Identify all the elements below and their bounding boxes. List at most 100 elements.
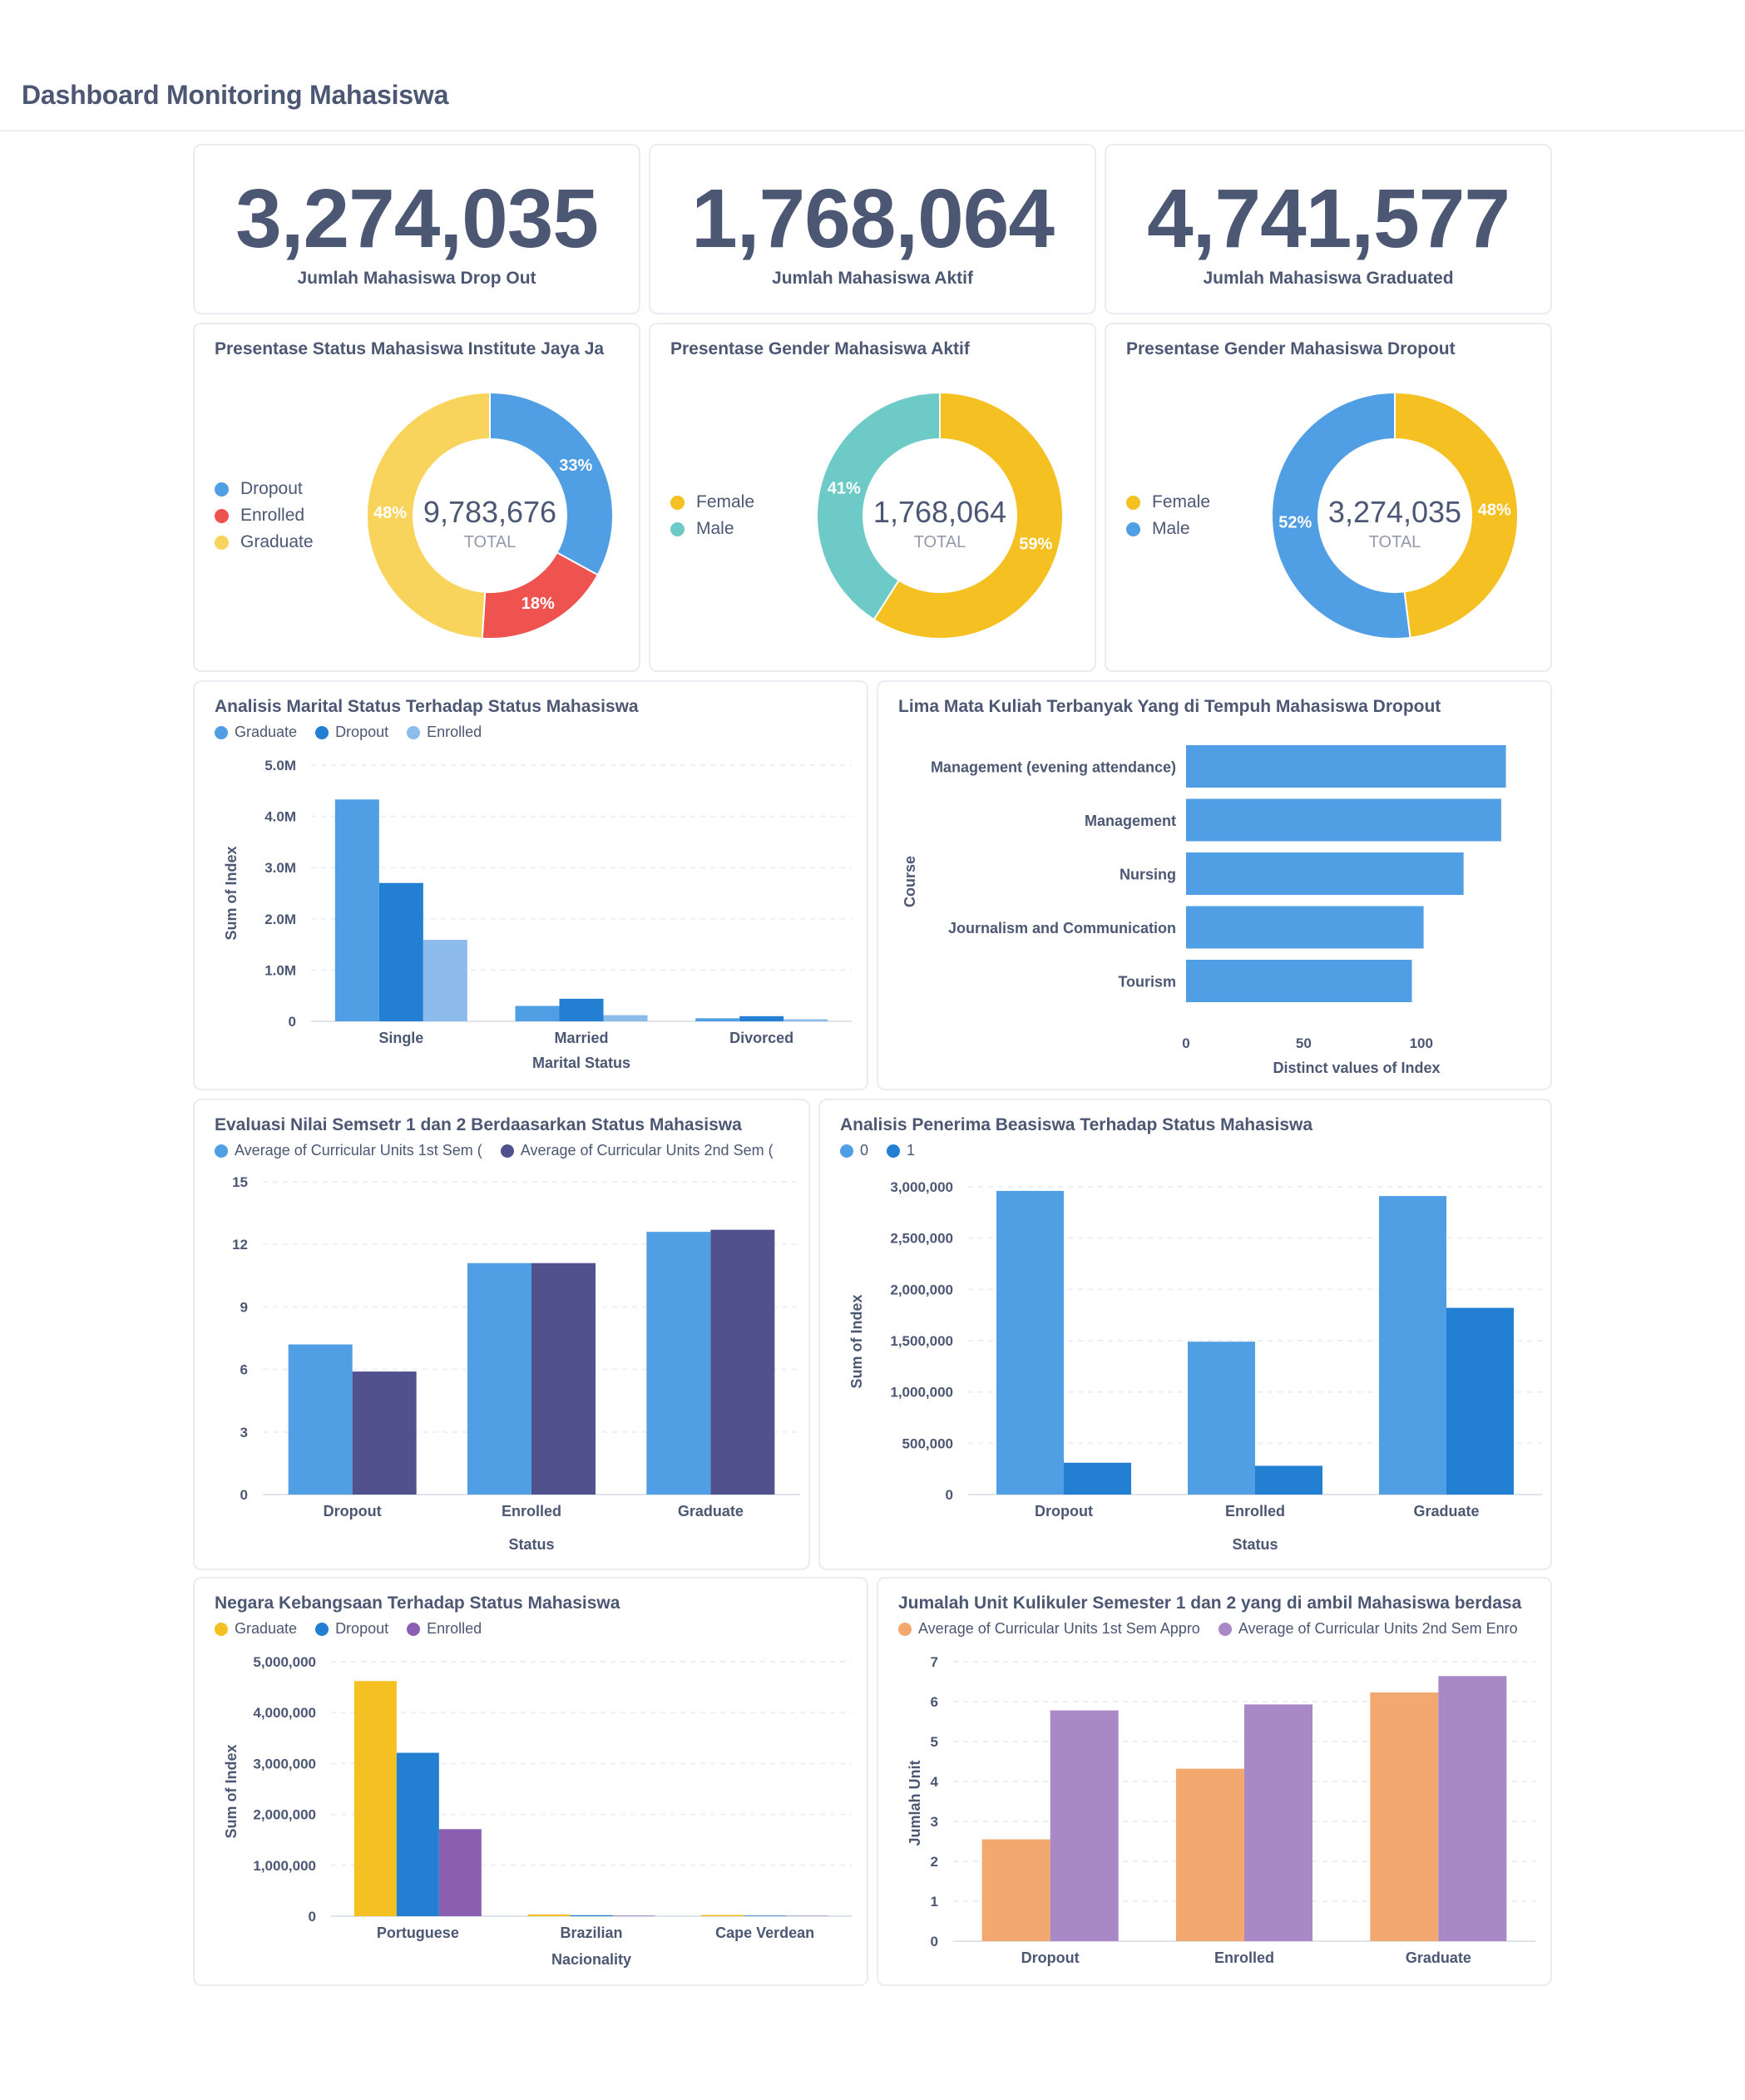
- donut-card-status[interactable]: Presentase Status Mahasiswa Institute Ja…: [193, 323, 640, 672]
- bar-portuguese-enrolled[interactable]: [438, 1829, 482, 1916]
- bar-graduate-average-of-curricular-units-1st-sem-appro[interactable]: [1370, 1692, 1439, 1941]
- legend-item-average-of-curricular-units-1st-sem[interactable]: Average of Curricular Units 1st Sem (: [215, 1142, 482, 1159]
- bar-graduate-average-of-curricular-units-1st-sem[interactable]: [646, 1232, 711, 1495]
- bar-cape-verdean-graduate[interactable]: [701, 1915, 744, 1916]
- bar-enrolled-1[interactable]: [1255, 1465, 1322, 1495]
- donut-slice-label: 59%: [1019, 535, 1052, 553]
- bar-journalism-and-communication[interactable]: [1186, 906, 1424, 949]
- bar-single-enrolled[interactable]: [423, 940, 467, 1021]
- donut-total-value: 9,783,676: [423, 495, 556, 529]
- bar-dropout-0[interactable]: [996, 1190, 1064, 1495]
- legend-item-dropout[interactable]: Dropout: [315, 724, 388, 741]
- legend-item-graduate[interactable]: Graduate: [215, 529, 314, 556]
- bar-enrolled-0[interactable]: [1188, 1342, 1255, 1495]
- category-tick-label: Married: [554, 1030, 608, 1046]
- bar-graduate-1[interactable]: [1446, 1307, 1514, 1495]
- legend-item-enrolled[interactable]: Enrolled: [407, 1620, 482, 1638]
- legend-item-graduate[interactable]: Graduate: [215, 724, 297, 741]
- bar-enrolled-average-of-curricular-units-1st-sem-appro[interactable]: [1176, 1768, 1244, 1941]
- category-tick-label: Cape Verdean: [715, 1925, 814, 1941]
- bar-dropout-average-of-curricular-units-2nd-sem[interactable]: [352, 1371, 417, 1495]
- legend-item-male[interactable]: Male: [670, 516, 754, 542]
- y-tick-label: 3,000,000: [890, 1179, 953, 1195]
- legend-label: Enrolled: [427, 1620, 482, 1637]
- chart-marital: 0 1.0M 2.0M 3.0M 4.0M 5.0M Single Married Divorc…: [223, 758, 852, 1071]
- legend-label: Graduate: [235, 724, 298, 740]
- chart-card-marital[interactable]: Analisis Marital Status Terhadap Status …: [193, 680, 868, 1090]
- category-tick-label: Journalism and Communication: [948, 920, 1176, 936]
- donut-slice-female[interactable]: [872, 391, 1064, 640]
- bar-graduate-average-of-curricular-units-2nd-sem[interactable]: [710, 1229, 775, 1495]
- legend-item-average-of-curricular-units-1st-sem-appro[interactable]: Average of Curricular Units 1st Sem Appr…: [898, 1620, 1200, 1638]
- bar-cape-verdean-dropout[interactable]: [744, 1915, 787, 1916]
- bar-brazilian-enrolled[interactable]: [612, 1915, 655, 1916]
- bar-nursing[interactable]: [1186, 852, 1464, 895]
- chart-title-nationality: Negara Kebangsaan Terhadap Status Mahasi…: [215, 1594, 620, 1613]
- bar-portuguese-dropout[interactable]: [396, 1752, 439, 1916]
- bar-brazilian-dropout[interactable]: [570, 1915, 613, 1916]
- kpi-card-graduated[interactable]: 4,741,577 Jumlah Mahasiswa Graduated: [1105, 144, 1552, 314]
- donut-card-gender-active[interactable]: Presentase Gender Mahasiswa Aktif Female…: [649, 323, 1096, 672]
- legend-item-average-of-curricular-units-2nd-sem[interactable]: Average of Curricular Units 2nd Sem (: [500, 1142, 774, 1159]
- donut-slice-male[interactable]: [1271, 391, 1411, 640]
- bar-graduate-average-of-curricular-units-2nd-sem-enro[interactable]: [1438, 1676, 1507, 1941]
- bar-management-evening-attendance[interactable]: [1186, 745, 1506, 788]
- bar-dropout-average-of-curricular-units-2nd-sem-enro[interactable]: [1050, 1710, 1119, 1941]
- legend-item-enrolled[interactable]: Enrolled: [407, 724, 482, 741]
- bar-divorced-enrolled[interactable]: [784, 1019, 828, 1021]
- bar-enrolled-average-of-curricular-units-2nd-sem-enro[interactable]: [1244, 1704, 1312, 1941]
- bar-enrolled-average-of-curricular-units-2nd-sem[interactable]: [531, 1262, 596, 1495]
- bar-enrolled-average-of-curricular-units-1st-sem[interactable]: [467, 1262, 531, 1495]
- legend-item-enrolled[interactable]: Enrolled: [215, 502, 314, 529]
- chart-card-units[interactable]: Jumalah Unit Kulikuler Semester 1 dan 2 …: [877, 1577, 1552, 1986]
- donut-slice-label: 18%: [522, 595, 555, 613]
- chart-card-courses[interactable]: Lima Mata Kuliah Terbanyak Yang di Tempu…: [877, 680, 1552, 1090]
- bar-management[interactable]: [1186, 798, 1501, 842]
- legend-item-male[interactable]: Male: [1126, 516, 1210, 542]
- donut-slice-dropout[interactable]: [489, 391, 614, 576]
- bar-married-dropout[interactable]: [559, 998, 604, 1021]
- category-tick-label: Dropout: [324, 1503, 382, 1519]
- donut-slice-male[interactable]: [816, 391, 941, 621]
- donut-slice-female[interactable]: [1394, 391, 1519, 639]
- legend-item-dropout[interactable]: Dropout: [315, 1620, 388, 1638]
- y-tick-label: 3.0M: [264, 860, 296, 876]
- donut-slice-graduate[interactable]: [366, 391, 491, 640]
- donut-card-gender-dropout[interactable]: Presentase Gender Mahasiswa Dropout Fema…: [1105, 323, 1552, 672]
- chart-card-semester[interactable]: Evaluasi Nilai Semsetr 1 dan 2 Berdaasar…: [193, 1099, 810, 1570]
- y-tick-label: 2,000,000: [253, 1807, 316, 1823]
- bar-graduate-0[interactable]: [1379, 1196, 1446, 1495]
- chart-card-nationality[interactable]: Negara Kebangsaan Terhadap Status Mahasi…: [193, 1577, 868, 1986]
- y-tick-label: 2: [931, 1854, 938, 1870]
- bar-married-enrolled[interactable]: [603, 1015, 648, 1021]
- bar-single-graduate[interactable]: [334, 799, 379, 1021]
- bar-brazilian-graduate[interactable]: [527, 1914, 571, 1916]
- legend-label: Enrolled: [240, 506, 305, 525]
- bar-divorced-graduate[interactable]: [695, 1018, 740, 1021]
- legend-dot-icon: [500, 1144, 514, 1158]
- bar-divorced-dropout[interactable]: [739, 1015, 784, 1021]
- legend-item-female[interactable]: Female: [1126, 489, 1210, 516]
- bar-single-dropout[interactable]: [378, 882, 423, 1021]
- legend-item-female[interactable]: Female: [670, 489, 754, 516]
- legend-dot-icon: [215, 535, 229, 550]
- bar-portuguese-graduate[interactable]: [353, 1681, 397, 1916]
- bar-tourism[interactable]: [1186, 960, 1412, 1002]
- kpi-value-dropout: 3,274,035: [235, 172, 599, 265]
- legend-item-average-of-curricular-units-2nd-sem-enro[interactable]: Average of Curricular Units 2nd Sem Enro: [1218, 1620, 1518, 1638]
- category-tick-label: Brazilian: [560, 1925, 622, 1941]
- kpi-value-active: 1,768,064: [691, 172, 1055, 265]
- chart-scholarship: 0 500,000 1,000,000 1,500,000 2,000,000 2,500…: [848, 1179, 1542, 1553]
- legend-item-graduate[interactable]: Graduate: [215, 1620, 297, 1638]
- legend-item-dropout[interactable]: Dropout: [215, 476, 314, 502]
- bar-married-graduate[interactable]: [515, 1006, 560, 1021]
- legend-item-1[interactable]: 1: [887, 1142, 915, 1159]
- chart-card-scholarship[interactable]: Analisis Penerima Beasiswa Terhadap Stat…: [818, 1099, 1552, 1570]
- legend-item-0[interactable]: 0: [840, 1142, 868, 1159]
- y-tick-label: 2,000,000: [890, 1282, 953, 1297]
- bar-dropout-average-of-curricular-units-1st-sem-appro[interactable]: [981, 1839, 1050, 1941]
- bar-dropout-1[interactable]: [1064, 1462, 1131, 1495]
- kpi-card-active[interactable]: 1,768,064 Jumlah Mahasiswa Aktif: [649, 144, 1096, 314]
- bar-dropout-average-of-curricular-units-1st-sem[interactable]: [288, 1344, 353, 1495]
- kpi-card-dropout[interactable]: 3,274,035 Jumlah Mahasiswa Drop Out: [193, 144, 640, 314]
